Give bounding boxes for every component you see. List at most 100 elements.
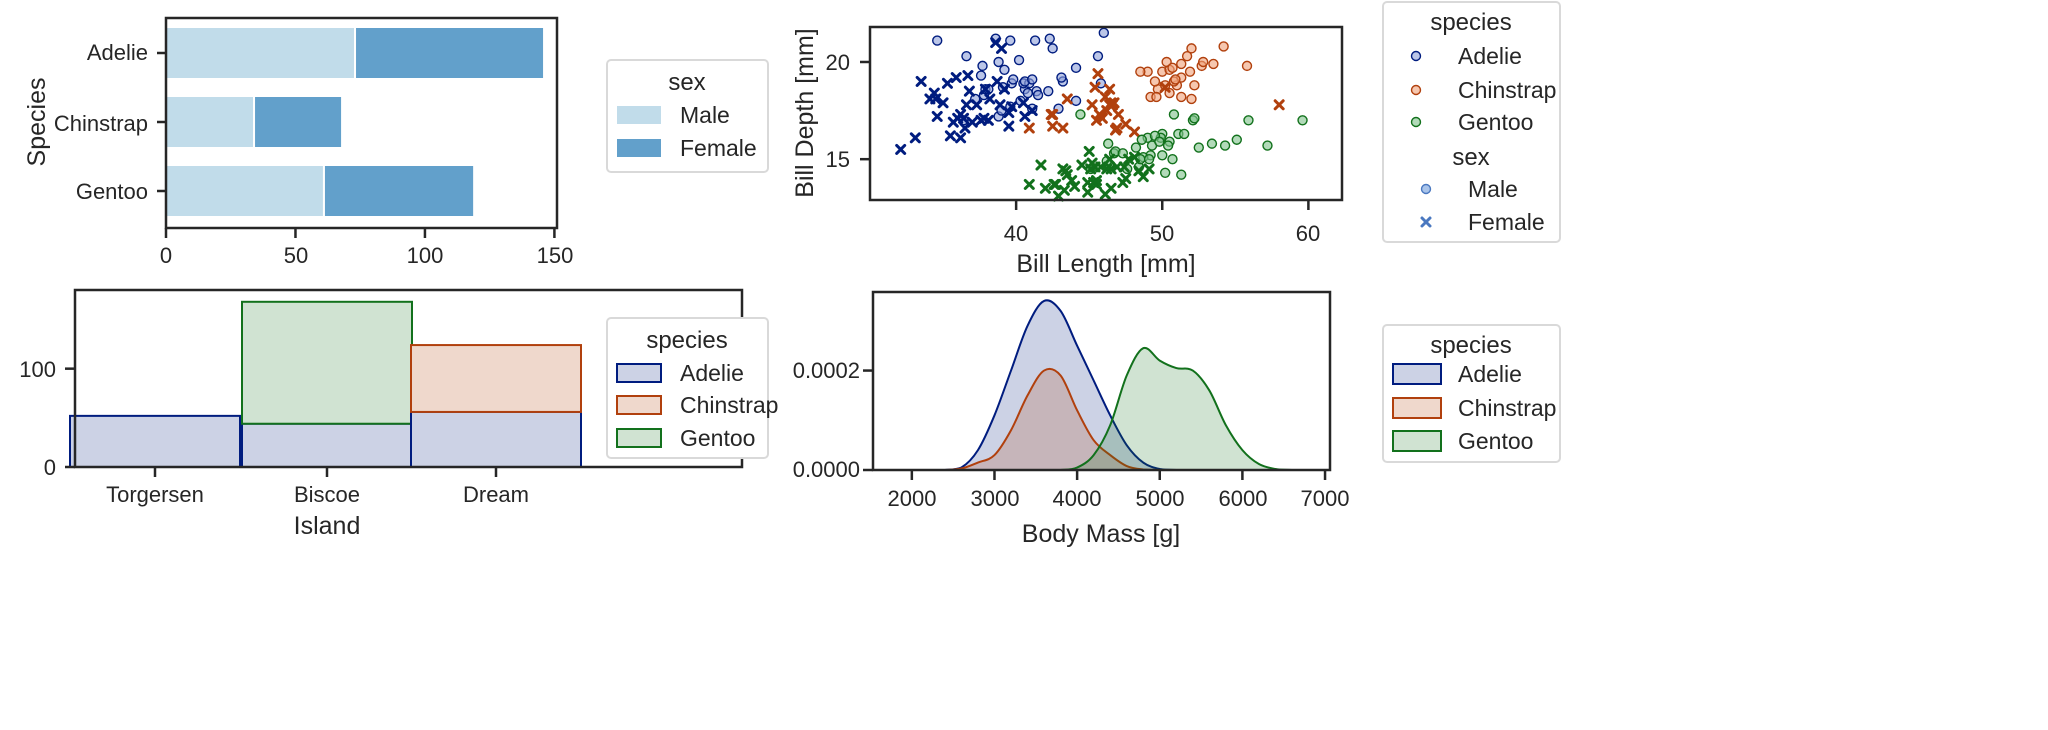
legend-title: species <box>646 327 727 354</box>
point-adelie-male <box>1098 27 1110 39</box>
x-tick-label: Dream <box>463 482 529 507</box>
legend-label: Gentoo <box>1458 428 1533 454</box>
legend-marker-gentoo <box>1410 116 1422 128</box>
point-chinstrap-female <box>1104 99 1116 111</box>
point-gentoo-female <box>1082 177 1094 189</box>
point-chinstrap-female <box>1104 83 1116 95</box>
point-gentoo-male <box>1193 142 1204 153</box>
legend-title: species <box>1430 9 1511 36</box>
point-chinstrap-male <box>1176 58 1187 70</box>
bar-biscoe-gentoo <box>241 300 413 425</box>
legend-label: Adelie <box>680 360 744 386</box>
y-tick-label: 0.0000 <box>793 457 860 482</box>
point-gentoo-female <box>1057 163 1069 175</box>
point-adelie-male <box>1070 62 1082 74</box>
y-tick-label: Gentoo <box>76 179 148 204</box>
point-gentoo-male <box>1143 153 1155 165</box>
point-gentoo-male <box>1159 167 1171 178</box>
y-tick-label: Chinstrap <box>54 111 148 136</box>
point-gentoo-female <box>1083 145 1095 157</box>
legend-swatch-adelie <box>616 363 662 383</box>
bar-dream-adelie <box>410 410 582 468</box>
point-adelie-female <box>960 99 972 111</box>
bar-torgersen-adelie <box>69 414 241 469</box>
plot-frame <box>871 290 1332 472</box>
x-tick-label: 50 <box>1150 221 1174 246</box>
y-axis-label: Species <box>23 78 51 167</box>
legend-label: Gentoo <box>680 425 755 451</box>
point-chinstrap-female <box>1086 99 1098 111</box>
legend: species Adelie Chinstrap Gentoo <box>1382 324 1561 463</box>
point-adelie-female <box>1003 107 1015 119</box>
point-chinstrap-female <box>1093 108 1105 120</box>
point-adelie-female <box>1017 97 1029 109</box>
point-chinstrap-female <box>1112 108 1124 120</box>
point-gentoo-female <box>1105 182 1117 194</box>
point-gentoo-male <box>1075 109 1086 120</box>
bar-gentoo-male <box>165 164 325 218</box>
legend-title: sex <box>1452 144 1489 171</box>
point-chinstrap-male <box>1149 76 1161 87</box>
x-axis-label: Bill Length [mm] <box>1016 250 1195 278</box>
legend-marker-female <box>1420 216 1432 228</box>
point-chinstrap-female <box>1023 122 1035 134</box>
x-tick-label: Torgersen <box>106 482 204 507</box>
point-chinstrap-male <box>1186 43 1197 54</box>
body-mass-kde-plot: 0.0002 0.0000 2000 3000 4000 5000 6000 7… <box>793 290 1561 548</box>
legend-label: Male <box>1468 176 1518 202</box>
legend-title: species <box>1430 332 1511 359</box>
kde-area-adelie <box>944 300 1292 470</box>
point-chinstrap-male <box>1241 60 1253 72</box>
point-adelie-male <box>1032 89 1044 101</box>
point-chinstrap-male <box>1186 93 1197 105</box>
legend-label: Gentoo <box>1458 109 1533 135</box>
legend-label: Chinstrap <box>1458 395 1556 421</box>
point-gentoo-female <box>1143 163 1155 175</box>
x-tick-label: 150 <box>537 243 574 268</box>
point-chinstrap-female <box>1047 120 1059 132</box>
point-chinstrap-male <box>1170 74 1181 85</box>
legend: species Adelie Chinstrap Gentoo <box>606 317 778 459</box>
island-species-bar-chart: 0 100 Torgersen Biscoe Dream Island spec… <box>19 288 778 540</box>
point-chinstrap-male <box>1218 41 1229 52</box>
point-chinstrap-male <box>1151 91 1162 103</box>
point-adelie-male <box>1047 43 1058 54</box>
point-gentoo-male <box>1262 140 1273 151</box>
point-chinstrap-female <box>1045 108 1057 120</box>
legend-swatch-chinstrap <box>1392 397 1442 419</box>
y-tick-label: 100 <box>19 357 56 382</box>
point-gentoo-male <box>1297 115 1308 126</box>
point-gentoo-female <box>1039 182 1051 194</box>
point-chinstrap-male <box>1208 58 1219 70</box>
point-adelie-male <box>993 56 1004 68</box>
point-chinstrap-female <box>1057 122 1069 134</box>
bar-adelie-male <box>165 26 357 80</box>
y-tick-label: 20 <box>826 50 850 75</box>
point-adelie-female <box>909 132 921 144</box>
legend-swatch-gentoo <box>616 428 662 448</box>
x-tick-label: 4000 <box>1053 486 1102 511</box>
point-adelie-male <box>1043 85 1054 97</box>
point-adelie-female <box>959 122 971 134</box>
x-axis-label: Island <box>294 512 361 540</box>
legend-swatch-gentoo <box>1392 430 1442 452</box>
legend-swatch-female <box>617 139 661 157</box>
x-tick-label: 7000 <box>1301 486 1350 511</box>
legend-marker-chinstrap <box>1410 84 1422 96</box>
point-chinstrap-female <box>1089 81 1101 93</box>
point-gentoo-female <box>1133 165 1145 177</box>
point-gentoo-female <box>1104 153 1116 165</box>
point-adelie-female <box>963 85 975 97</box>
point-adelie-female <box>924 93 936 105</box>
bar-biscoe-adelie <box>241 422 413 469</box>
point-adelie-male <box>1044 33 1055 44</box>
point-adelie-female <box>958 112 970 124</box>
point-chinstrap-female <box>1107 99 1119 111</box>
x-tick-label: 40 <box>1004 221 1028 246</box>
point-adelie-male <box>1022 87 1034 99</box>
x-tick-label: 100 <box>407 243 444 268</box>
point-adelie-female <box>931 110 943 122</box>
bar-chinstrap-male <box>165 95 256 149</box>
y-tick-label: 0 <box>44 455 56 480</box>
